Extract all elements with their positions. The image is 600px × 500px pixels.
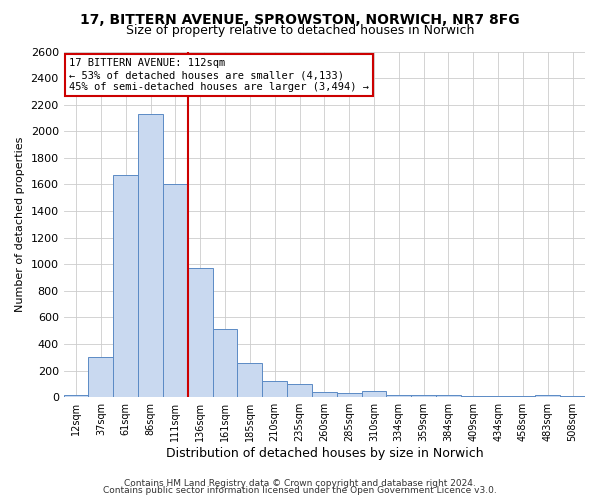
Bar — [560, 396, 585, 397]
Y-axis label: Number of detached properties: Number of detached properties — [15, 136, 25, 312]
Bar — [113, 175, 138, 397]
Bar — [188, 268, 212, 397]
Bar — [436, 394, 461, 397]
Bar — [535, 395, 560, 397]
Bar — [312, 392, 337, 397]
Bar — [337, 393, 362, 397]
Bar — [163, 184, 188, 397]
Bar — [88, 358, 113, 397]
X-axis label: Distribution of detached houses by size in Norwich: Distribution of detached houses by size … — [166, 447, 483, 460]
Bar — [511, 396, 535, 397]
Bar — [362, 390, 386, 397]
Bar — [411, 394, 436, 397]
Text: Size of property relative to detached houses in Norwich: Size of property relative to detached ho… — [126, 24, 474, 37]
Text: 17, BITTERN AVENUE, SPROWSTON, NORWICH, NR7 8FG: 17, BITTERN AVENUE, SPROWSTON, NORWICH, … — [80, 12, 520, 26]
Text: 17 BITTERN AVENUE: 112sqm
← 53% of detached houses are smaller (4,133)
45% of se: 17 BITTERN AVENUE: 112sqm ← 53% of detac… — [69, 58, 369, 92]
Bar — [461, 396, 485, 397]
Bar — [262, 380, 287, 397]
Bar — [287, 384, 312, 397]
Bar — [238, 364, 262, 397]
Text: Contains public sector information licensed under the Open Government Licence v3: Contains public sector information licen… — [103, 486, 497, 495]
Bar — [64, 394, 88, 397]
Bar — [212, 330, 238, 397]
Bar — [386, 394, 411, 397]
Bar — [485, 396, 511, 397]
Text: Contains HM Land Registry data © Crown copyright and database right 2024.: Contains HM Land Registry data © Crown c… — [124, 478, 476, 488]
Bar — [138, 114, 163, 397]
